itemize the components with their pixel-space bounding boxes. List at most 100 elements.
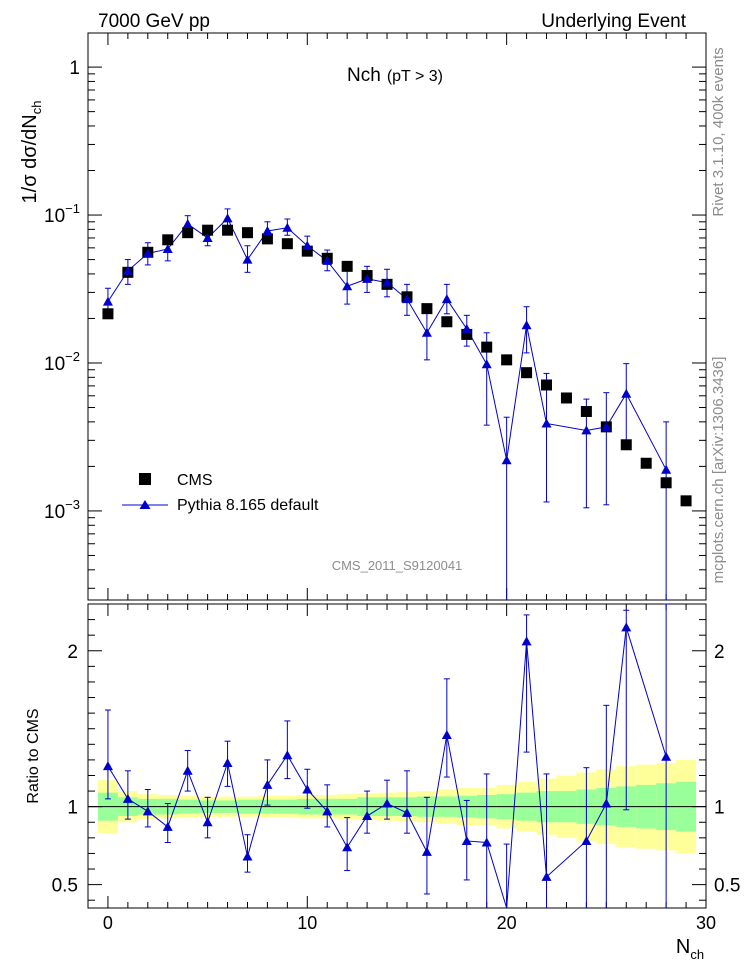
pythia-point [162,243,173,253]
y-tick-label: 1 [69,58,80,79]
pythia-point [222,213,233,223]
y-tick-label-base: 10 [44,502,65,523]
legend-label-cms: CMS [177,472,213,489]
cms-point [202,224,214,236]
ratio-point [102,761,113,771]
pythia-point [661,464,672,474]
y-tick-label-base: 10 [44,354,65,375]
ratio-point [421,846,432,856]
pythia-point [282,222,293,232]
pythia-point [621,388,632,398]
cms-point [102,308,114,320]
pythia-point [342,281,353,291]
ratio-y-tick-label: 0.5 [714,876,740,897]
y-tick-label-base: 1 [69,58,80,79]
y-tick-label: 10−3 [44,497,80,523]
x-axis-label-sub: ch [690,947,704,962]
y-tick-label-base: 10 [44,206,65,227]
ratio-point [202,817,213,827]
ratio-point [122,793,133,803]
cms-point [301,245,313,257]
ratio-plot: 0 10 20 30 0.5 0.5 1 1 2 2 [52,603,740,933]
pythia-point [322,255,333,265]
cms-point [580,405,592,417]
x-tick-label: 20 [497,913,517,933]
ratio-y-label: Ratio to CMS [25,708,42,803]
y-tick-label-exp: −1 [65,201,80,216]
header-left: 7000 GeV pp [98,11,210,32]
cms-point [620,439,632,451]
pythia-point [581,425,592,435]
cms-point [241,227,253,239]
ratio-point [342,842,353,852]
pythia-point [481,359,492,369]
pythia-point [182,218,193,228]
main-y-label: 1/σ dσ/dNch [19,101,44,204]
cms-point [560,392,572,404]
ratio-point [362,811,373,821]
ratio-point [142,806,153,816]
ratio-point [541,871,552,881]
pythia-point [202,232,213,242]
legend-marker-pythia [139,500,151,509]
main-plot: 10−310−210−11 [44,32,707,601]
cms-point [481,341,493,353]
watermark: CMS_2011_S9120041 [332,558,463,573]
ratio-point [621,622,632,632]
main-title: Nch (pT > 3) [347,65,443,86]
pythia-point [401,294,412,304]
ratio-point [282,750,293,760]
cms-point [501,354,513,366]
cms-point [680,495,692,507]
ratio-y-tick-label: 2 [67,642,78,663]
pythia-point [461,323,472,333]
main-title-main: Nch [347,65,381,86]
header-right: Underlying Event [541,11,686,32]
mcplots-label: mcplots.cern.ch [arXiv:1306.3436] [710,357,727,584]
cms-point [182,227,194,239]
pythia-point [501,455,512,465]
cms-point [441,316,453,328]
ratio-point [162,821,173,831]
pythia-point [102,296,113,306]
legend-label-pythia: Pythia 8.165 default [177,497,319,514]
cms-point [541,379,553,391]
ratio-y-tick-label: 0.5 [52,876,78,897]
y-tick-label: 10−2 [44,349,80,375]
cms-point [461,328,473,340]
pythia-point [122,265,133,275]
x-axis-label-main: N [676,936,690,958]
y-tick-label: 10−1 [44,201,80,227]
main-y-label-main: 1/σ dσ/dN [19,114,41,203]
x-tick-label: 0 [103,913,113,933]
ratio-point [222,758,233,768]
legend-marker-cms [139,473,151,485]
cms-point [341,260,353,272]
ratio-point [401,807,412,817]
pythia-point [601,421,612,431]
pythia-point [362,273,373,283]
ratio-y-tick-label: 1 [714,798,725,819]
ratio-point [382,798,393,808]
x-axis-label: Nch [676,936,704,962]
pythia-point [421,327,432,337]
ratio-y-tick-label: 1 [67,798,78,819]
main-frame [87,32,707,601]
ratio-point [521,636,532,646]
pythia-point [262,226,273,236]
ratio-frame [87,603,707,909]
main-y-label-sub: ch [29,101,44,115]
pythia-point [541,418,552,428]
cms-point [660,477,672,489]
ratio-point [242,851,253,861]
ratio-point [661,751,672,761]
pythia-point [302,240,313,250]
cms-point [162,234,174,246]
ratio-point [581,835,592,845]
ratio-point [461,835,472,845]
y-tick-label-exp: −3 [65,497,80,512]
ratio-point [262,779,273,789]
cms-point [222,224,234,236]
